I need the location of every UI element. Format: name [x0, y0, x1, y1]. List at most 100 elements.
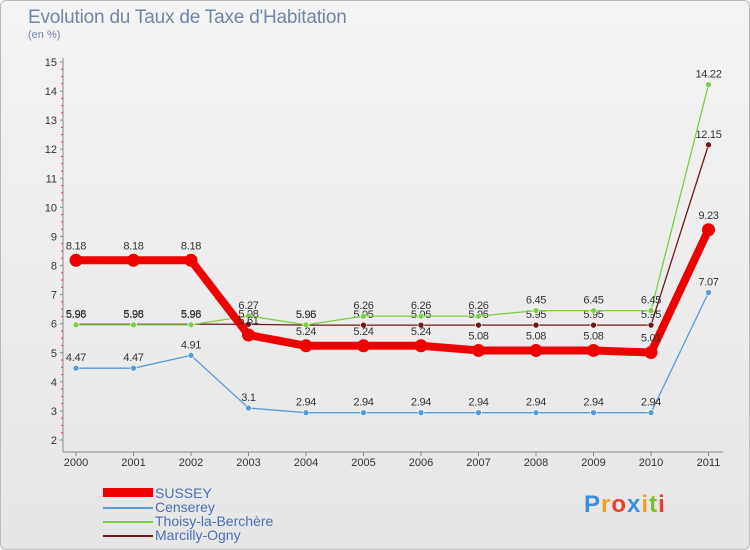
data-point-marcilly-ogny-2010 — [648, 322, 654, 328]
y-tick-label-15: 15 — [45, 57, 57, 69]
data-point-thoisy-la-berchere-2008 — [533, 308, 539, 314]
y-tick-label-6: 6 — [51, 319, 57, 331]
data-label-censerey-2011: 7.07 — [698, 277, 718, 289]
y-tick-label-7: 7 — [51, 290, 57, 302]
data-point-censerey-2002 — [188, 352, 194, 358]
series-line-sussey — [76, 230, 709, 353]
data-label-thoisy-la-berchere-2003: 6.27 — [238, 300, 258, 312]
x-tick-label-2002: 2002 — [179, 457, 203, 469]
data-point-sussey-2009 — [587, 344, 600, 357]
data-point-censerey-2004 — [303, 410, 309, 416]
y-tick-label-13: 13 — [45, 115, 57, 127]
data-point-thoisy-la-berchere-2007 — [476, 313, 482, 319]
data-point-censerey-2001 — [131, 365, 137, 371]
data-label-thoisy-la-berchere-2007: 6.26 — [468, 300, 488, 312]
y-tick-label-3: 3 — [51, 406, 57, 418]
data-point-sussey-2008 — [530, 344, 543, 357]
data-point-sussey-2002 — [185, 254, 198, 267]
legend-swatch-sussey — [103, 488, 153, 497]
data-label-sussey-2002: 8.18 — [181, 240, 201, 252]
data-point-marcilly-ogny-2011 — [706, 142, 712, 148]
data-label-sussey-2001: 8.18 — [123, 240, 143, 252]
data-label-sussey-2009: 5.08 — [583, 330, 603, 342]
data-label-censerey-2007: 2.94 — [468, 397, 488, 409]
data-label-thoisy-la-berchere-2000: 5.96 — [66, 309, 86, 321]
data-label-censerey-2000: 4.47 — [66, 352, 86, 364]
data-label-censerey-2006: 2.94 — [411, 397, 431, 409]
data-label-censerey-2003: 3.1 — [241, 392, 256, 404]
data-label-sussey-2004: 5.24 — [296, 326, 316, 338]
logo-letter: o — [611, 491, 627, 519]
data-label-censerey-2008: 2.94 — [526, 397, 546, 409]
data-point-sussey-2003 — [242, 329, 255, 342]
data-point-censerey-2003 — [246, 405, 252, 411]
data-label-censerey-2002: 4.91 — [181, 339, 201, 351]
data-point-thoisy-la-berchere-2011 — [706, 82, 712, 88]
y-tick-label-12: 12 — [45, 144, 57, 156]
legend-swatch-marcilly — [103, 535, 153, 537]
y-tick-label-8: 8 — [51, 261, 57, 273]
x-tick-label-2010: 2010 — [639, 457, 663, 469]
data-point-sussey-2007 — [472, 344, 485, 357]
proxiti-logo: Proxiti — [584, 491, 666, 519]
data-point-thoisy-la-berchere-2001 — [131, 322, 137, 328]
data-point-thoisy-la-berchere-2005 — [361, 313, 367, 319]
data-label-thoisy-la-berchere-2002: 5.96 — [181, 309, 201, 321]
y-tick-label-11: 11 — [46, 173, 57, 185]
data-point-thoisy-la-berchere-2002 — [188, 322, 194, 328]
data-point-censerey-2005 — [361, 410, 367, 416]
logo-letter: i — [641, 491, 649, 519]
data-label-censerey-2010: 2.94 — [641, 397, 661, 409]
data-label-thoisy-la-berchere-2008: 6.45 — [526, 295, 546, 307]
data-label-sussey-2003: 5.61 — [238, 315, 258, 327]
data-point-sussey-2000 — [70, 254, 83, 267]
data-point-censerey-2009 — [591, 410, 597, 416]
data-point-marcilly-ogny-2008 — [533, 322, 539, 328]
data-point-marcilly-ogny-2007 — [476, 322, 482, 328]
data-point-sussey-2005 — [357, 339, 370, 352]
data-label-sussey-2005: 5.24 — [353, 326, 373, 338]
data-point-sussey-2006 — [415, 339, 428, 352]
x-tick-label-2005: 2005 — [351, 457, 375, 469]
x-tick-label-2007: 2007 — [466, 457, 490, 469]
legend-swatch-thoisy — [103, 521, 153, 523]
data-label-censerey-2001: 4.47 — [123, 352, 143, 364]
data-point-censerey-2000 — [73, 365, 79, 371]
x-tick-label-2008: 2008 — [524, 457, 548, 469]
x-tick-label-2004: 2004 — [294, 457, 318, 469]
legend-label-marcilly: Marcilly-Ogny — [155, 527, 241, 543]
x-tick-label-2003: 2003 — [236, 457, 260, 469]
data-label-thoisy-la-berchere-2010: 6.45 — [641, 295, 661, 307]
series-line-thoisy-la-berchere — [76, 85, 709, 325]
logo-letter: r — [601, 491, 611, 519]
data-label-thoisy-la-berchere-2009: 6.45 — [583, 295, 603, 307]
data-label-sussey-2006: 5.24 — [411, 326, 431, 338]
data-label-censerey-2009: 2.94 — [583, 397, 603, 409]
data-point-thoisy-la-berchere-2006 — [418, 313, 424, 319]
data-point-marcilly-ogny-2009 — [591, 322, 597, 328]
y-tick-label-14: 14 — [45, 86, 57, 98]
data-label-thoisy-la-berchere-2005: 6.26 — [353, 300, 373, 312]
data-point-thoisy-la-berchere-2000 — [73, 322, 79, 328]
y-tick-label-5: 5 — [51, 348, 57, 360]
data-point-censerey-2006 — [418, 410, 424, 416]
data-point-censerey-2011 — [706, 290, 712, 296]
data-point-censerey-2010 — [648, 410, 654, 416]
y-tick-label-9: 9 — [51, 231, 57, 243]
logo-letter: t — [649, 491, 658, 519]
data-point-sussey-2001 — [127, 254, 140, 267]
y-tick-label-10: 10 — [45, 202, 57, 214]
data-point-censerey-2008 — [533, 410, 539, 416]
chart-frame: Evolution du Taux de Taxe d'Habitation (… — [0, 0, 750, 550]
x-tick-label-2011: 2011 — [697, 457, 721, 469]
x-tick-label-2001: 2001 — [121, 457, 145, 469]
data-label-sussey-2008: 5.08 — [526, 330, 546, 342]
data-label-thoisy-la-berchere-2004: 5.96 — [296, 309, 316, 321]
data-label-sussey-2007: 5.08 — [468, 330, 488, 342]
logo-letter: x — [627, 491, 641, 519]
data-label-thoisy-la-berchere-2001: 5.96 — [123, 309, 143, 321]
data-label-thoisy-la-berchere-2006: 6.26 — [411, 300, 431, 312]
logo-letter: P — [584, 491, 601, 519]
data-point-sussey-2011 — [702, 223, 715, 236]
y-tick-label-4: 4 — [51, 377, 57, 389]
